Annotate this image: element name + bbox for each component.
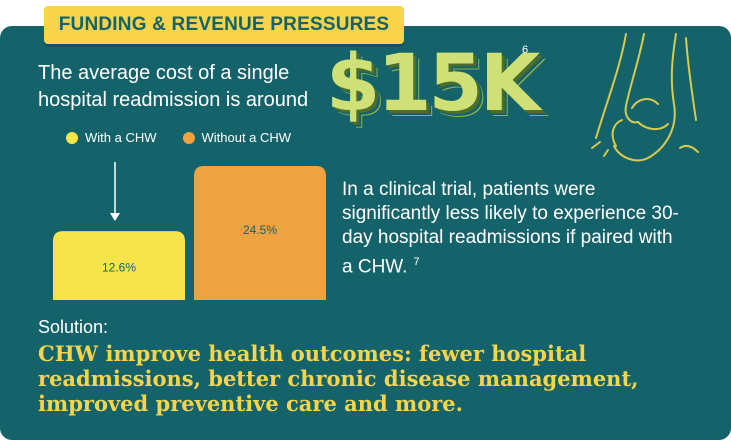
citation-6: 6 [522, 44, 529, 56]
down-arrow-icon [110, 213, 120, 221]
legend-item-with-chw: With a CHW [66, 130, 157, 145]
bar-label-without-chw: 24.5% [243, 223, 277, 237]
trial-text: In a clinical trial, patients were signi… [342, 178, 687, 279]
section-tag: FUNDING & REVENUE PRESSURES [44, 6, 404, 44]
bar-without-chw [194, 166, 326, 300]
legend-dot-without-chw [182, 131, 195, 144]
solution-label: Solution: [38, 317, 109, 337]
chart-legend: With a CHW Without a CHW [66, 130, 307, 145]
readmission-bar-chart: 12.6% 24.5% [53, 162, 326, 300]
legend-label-with-chw: With a CHW [85, 130, 157, 145]
citation-7: 7 [413, 256, 420, 268]
bar-with-chw [53, 231, 185, 300]
cost-amount: $15K [326, 39, 540, 129]
legend-dot-with-chw [66, 131, 78, 144]
bar-label-with-chw: 12.6% [102, 261, 136, 275]
trial-sentence: In a clinical trial, patients were signi… [342, 179, 679, 278]
legend-item-without-chw: Without a CHW [182, 130, 292, 145]
cost-lead-text: The average cost of a single hospital re… [38, 62, 309, 111]
legend-label-without-chw: Without a CHW [201, 130, 292, 145]
solution-text: CHW improve health outcomes: fewer hospi… [38, 341, 639, 416]
hands-outline-icon [591, 33, 699, 162]
